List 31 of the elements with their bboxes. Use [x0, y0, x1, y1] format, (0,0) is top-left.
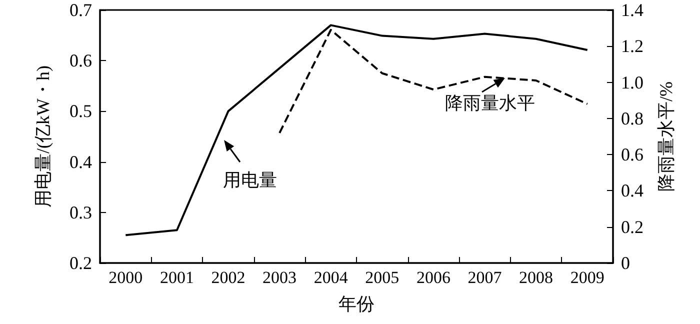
y-tick-label: 0.6 [70, 50, 92, 71]
x-tick-label: 2005 [365, 268, 400, 287]
line-series [278, 28, 588, 134]
y2-tick-label: 1.2 [621, 36, 644, 56]
y2-tick-label: 1.4 [621, 0, 644, 20]
x-tick-label: 2006 [416, 268, 450, 287]
y2-tick-label: 0.2 [621, 216, 644, 237]
y2-tick-label: 0 [621, 253, 630, 273]
y2-tick-label: 0.6 [621, 144, 644, 165]
x-tick-label: 2009 [570, 268, 604, 287]
annotation: 用电量 [223, 170, 277, 190]
x-tick-label: 2004 [314, 268, 348, 287]
x-tick-label: 2007 [468, 268, 502, 287]
y-axis-title: 用电量/(亿kW・h) [33, 66, 53, 208]
x-tick-label: 2000 [108, 268, 143, 287]
y2-tick-label: 0.4 [621, 180, 644, 201]
y-tick-label: 0.7 [70, 0, 92, 20]
y2-tick-label: 1.0 [621, 72, 644, 92]
annotation: 降雨量水平 [445, 93, 535, 113]
y-tick-label: 0.5 [70, 101, 92, 122]
x-tick-label: 2003 [262, 268, 297, 287]
x-tick-label: 2008 [519, 268, 554, 287]
line-series [124, 24, 588, 236]
y-tick-label: 0.3 [70, 202, 92, 222]
y-tick-label: 0.4 [70, 152, 92, 172]
y2-axis-title: 降雨量水平/% [656, 82, 676, 192]
x-tick-label: 2002 [211, 268, 246, 287]
y2-tick-label: 0.8 [621, 108, 644, 128]
x-axis-title: 年份 [338, 294, 374, 314]
x-tick-label: 2001 [160, 268, 194, 287]
y-tick-label: 0.2 [70, 253, 92, 273]
